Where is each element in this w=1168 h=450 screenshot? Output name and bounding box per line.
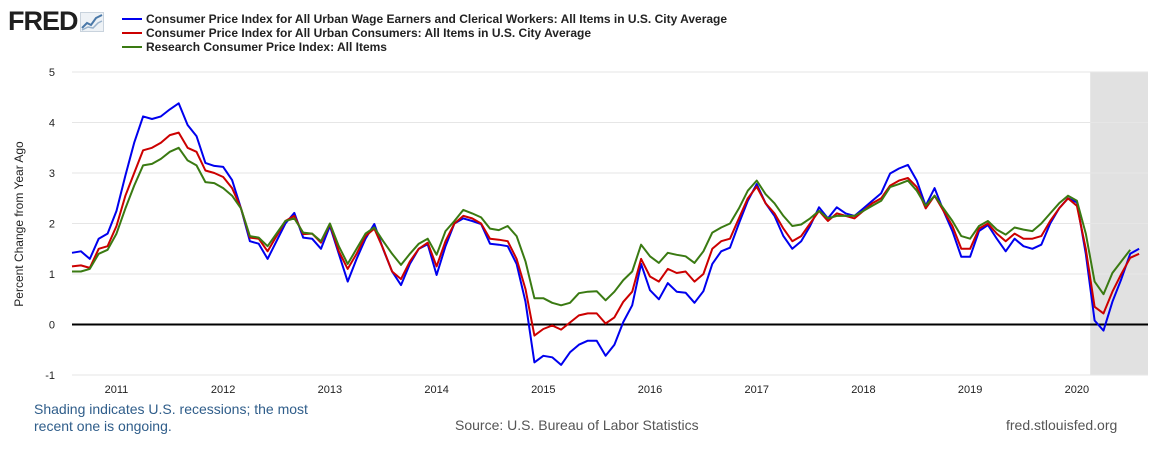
series-group (71, 102, 1140, 366)
fred-logo[interactable]: FRED (8, 6, 104, 36)
y-tick-label: 3 (49, 168, 55, 180)
line-chart-icon (79, 12, 104, 32)
y-tick-label: 4 (49, 118, 55, 130)
x-tick-label: 2011 (105, 384, 129, 396)
x-tick-label: 2013 (318, 384, 342, 396)
series-line-3 (72, 146, 1131, 307)
x-tick-label: 2020 (1065, 384, 1089, 396)
y-tick-label: 0 (49, 320, 55, 332)
recession-note: Shading indicates U.S. recessions; the m… (34, 401, 308, 434)
y-tick-label: 5 (49, 67, 55, 79)
legend-item-cpi-w[interactable]: Consumer Price Index for All Urban Wage … (122, 12, 727, 26)
y-axis-label: Percent Change from Year Ago (12, 141, 26, 307)
x-tick-label: 2015 (531, 384, 555, 396)
chart-legend: Consumer Price Index for All Urban Wage … (122, 12, 727, 54)
y-tick-label: -1 (45, 370, 55, 382)
y-tick-labels-group: -1 0 1 2 3 4 5 (45, 67, 55, 382)
legend-swatch-cpi-u (122, 32, 142, 34)
x-tick-label: 2016 (638, 384, 662, 396)
legend-label-cpi-u: Consumer Price Index for All Urban Consu… (146, 26, 591, 40)
x-tick-labels-group: 2011 2012 2013 2014 2015 2016 2017 2018 2019 2020 (105, 384, 1089, 396)
x-tick-label: 2018 (851, 384, 875, 396)
legend-swatch-cpi-w (122, 18, 142, 20)
x-tick-label: 2012 (211, 384, 235, 396)
y-tick-label: 2 (49, 219, 55, 231)
x-tick-label: 2019 (958, 384, 982, 396)
legend-item-cpi-u[interactable]: Consumer Price Index for All Urban Consu… (122, 26, 727, 40)
series-line-2 (71, 131, 1140, 337)
legend-swatch-r-cpi (122, 46, 142, 48)
legend-item-r-cpi[interactable]: Research Consumer Price Index: All Items (122, 40, 727, 54)
x-tick-label: 2017 (744, 384, 768, 396)
y-tick-label: 1 (49, 269, 55, 281)
source-credit: Source: U.S. Bureau of Labor Statistics (455, 417, 699, 433)
x-tick-label: 2014 (424, 384, 448, 396)
site-link[interactable]: fred.stlouisfed.org (1006, 417, 1118, 433)
legend-label-cpi-w: Consumer Price Index for All Urban Wage … (146, 12, 728, 26)
gridlines-group (72, 71, 1148, 376)
logo-text: FRED (8, 6, 78, 36)
series-line-1 (71, 102, 1140, 366)
legend-label-r-cpi: Research Consumer Price Index: All Items (146, 40, 387, 54)
